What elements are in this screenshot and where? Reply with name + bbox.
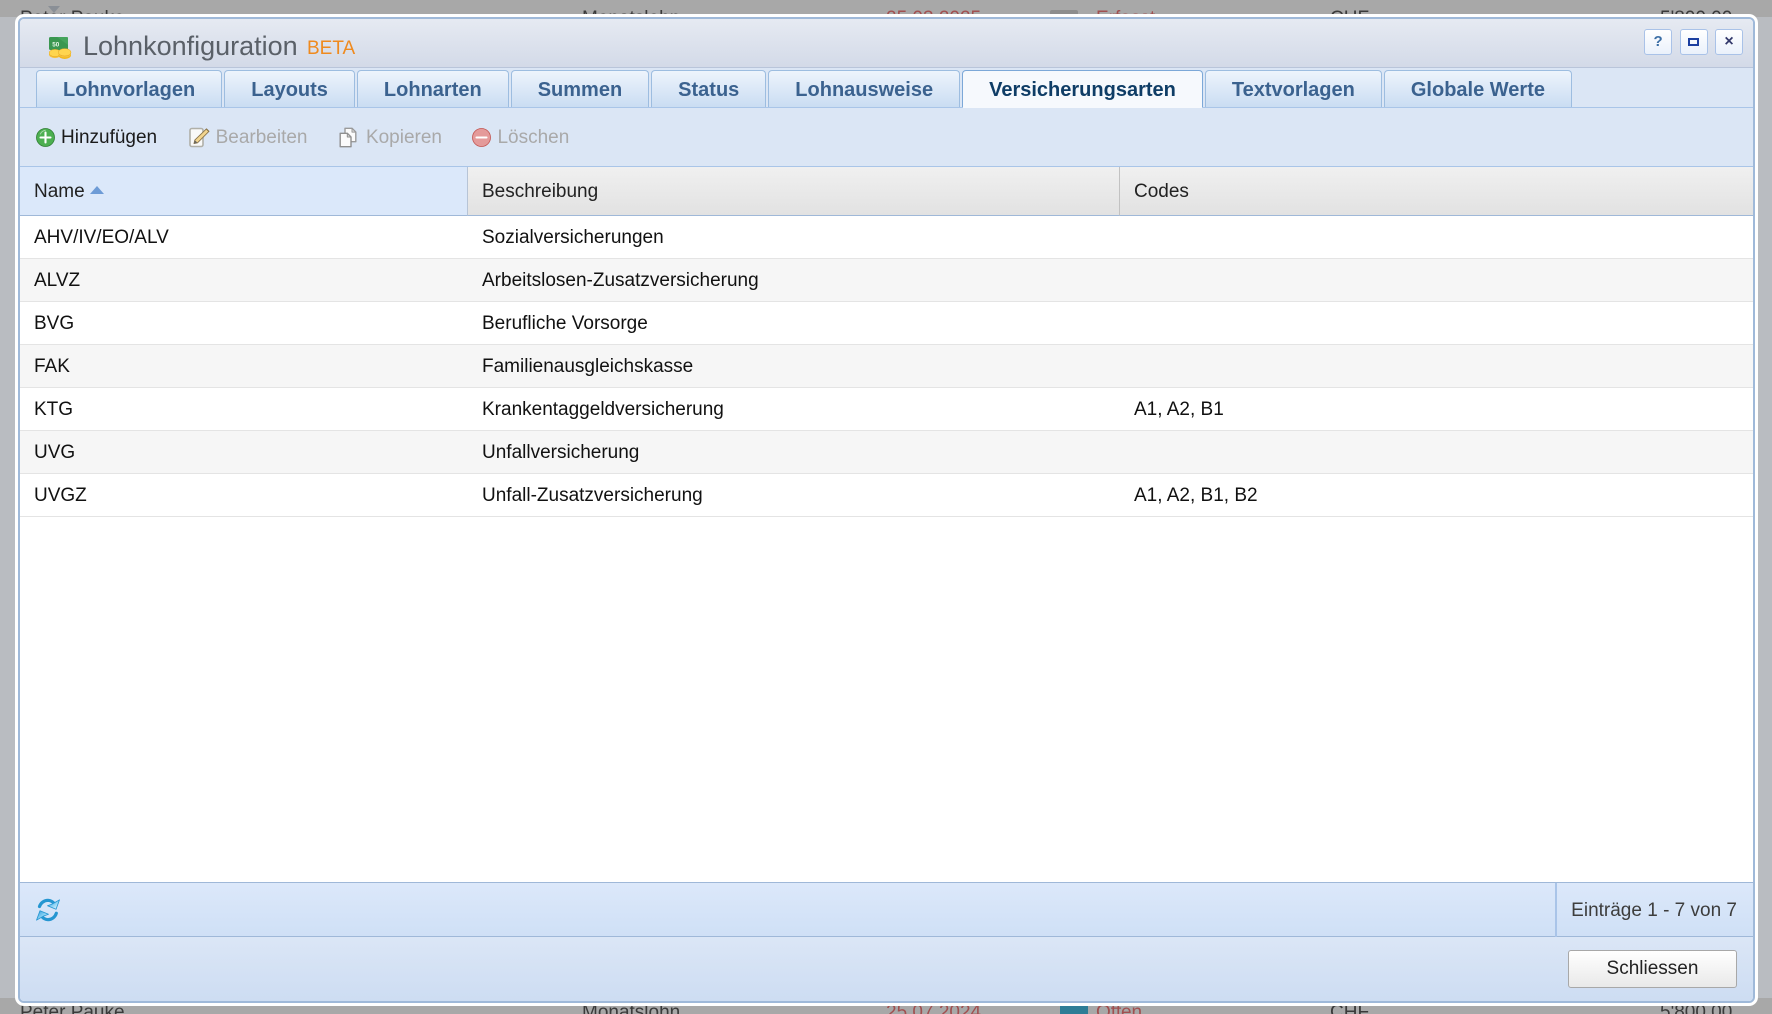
svg-text:50: 50 [52,42,60,49]
